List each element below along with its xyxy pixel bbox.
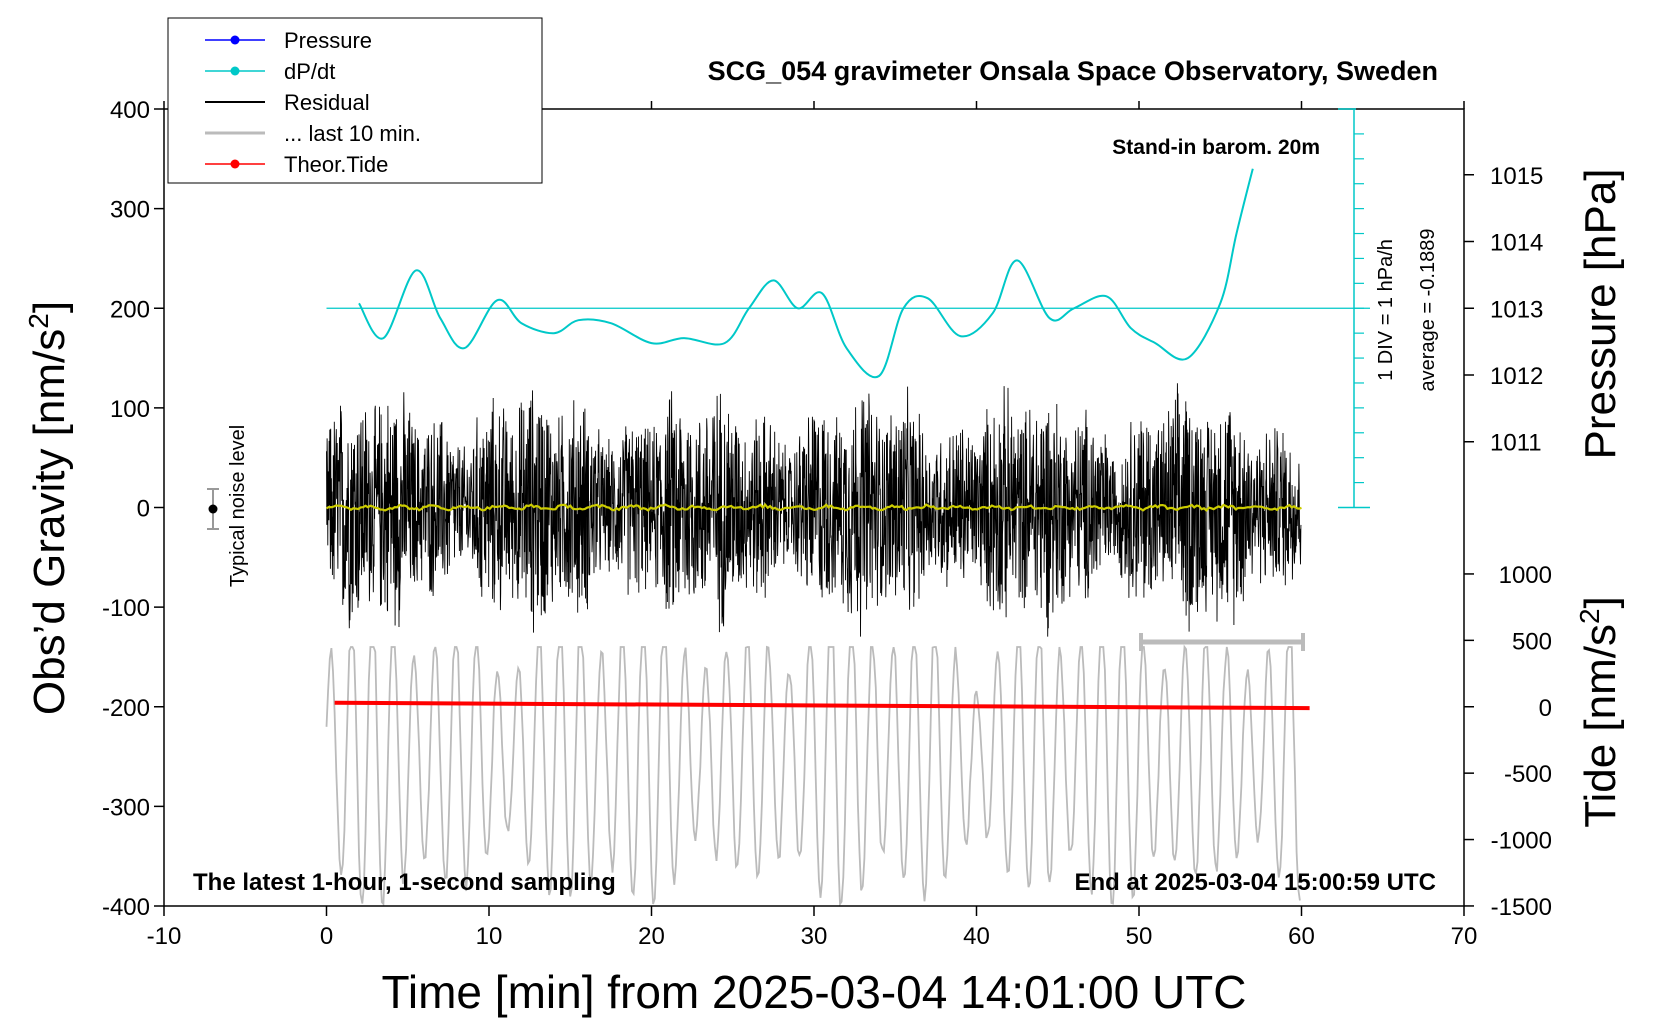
- x-tick-label: 30: [801, 923, 828, 950]
- y-tick-label: 0: [137, 496, 150, 523]
- y-axis-left-label: Obs’d Gravity [nm/s2]: [23, 301, 74, 715]
- x-axis-label: Time [min] from 2025-03-04 14:01:00 UTC: [382, 966, 1247, 1018]
- y-tick-label: 200: [110, 296, 150, 323]
- noise-level-marker: [207, 488, 219, 530]
- legend-marker: [230, 66, 240, 76]
- theoretical-tide-series: [334, 700, 1310, 711]
- tide-tick-label: -500: [1504, 761, 1552, 788]
- tide-tick-label: -1500: [1491, 894, 1552, 921]
- legend-marker: [230, 35, 240, 45]
- dpdt-scale-bar: [326, 108, 1370, 509]
- last-10min-line: [325, 644, 1301, 907]
- residual-series: [326, 383, 1302, 637]
- pressure-tick-label: 1011: [1490, 430, 1542, 457]
- pressure-axis-label: Pressure [hPa]: [1576, 168, 1625, 459]
- x-tick-label: 40: [963, 923, 990, 950]
- x-tick-label: 20: [638, 923, 665, 950]
- y-tick-label: 400: [110, 97, 150, 124]
- x-axis: -10 0 10 20 30 40 50 60 70: [147, 101, 1478, 950]
- legend-label: Pressure: [284, 28, 372, 53]
- y-tick-label: -200: [102, 695, 150, 722]
- tide-axis: 1000 500 0 -500 -1000 -1500: [1464, 562, 1552, 921]
- div-label: 1 DIV = 1 hPa/h: [1375, 239, 1397, 381]
- tide-axis-label: Tide [nm/s2]: [1574, 596, 1625, 828]
- legend-label: dP/dt: [284, 59, 335, 84]
- pressure-tick-label: 1012: [1490, 363, 1543, 390]
- legend: Pressure dP/dt Residual ... last 10 min. The…: [167, 17, 543, 184]
- y-tick-label: -100: [102, 595, 150, 622]
- x-tick-label: 10: [476, 923, 503, 950]
- dpdt-line: [358, 168, 1254, 379]
- x-tick-label: 70: [1451, 923, 1478, 950]
- y-tick-label: -300: [102, 794, 150, 821]
- tide-tick-label: -1000: [1491, 828, 1552, 855]
- smoothed-line: [325, 502, 1302, 512]
- theoretical-tide-line: [334, 700, 1310, 711]
- legend-label: Theor.Tide: [284, 152, 388, 177]
- x-tick-label: 60: [1288, 923, 1315, 950]
- standin-label: Stand-in barom. 20m: [1112, 136, 1320, 159]
- residual-line: [326, 383, 1302, 637]
- pressure-tick-label: 1015: [1490, 163, 1543, 190]
- average-label: average = -0.1889: [1417, 229, 1439, 392]
- tide-tick-label: 0: [1539, 695, 1552, 722]
- latest-label: The latest 1-hour, 1-second sampling: [193, 869, 616, 896]
- y-tick-label: 300: [110, 197, 150, 224]
- legend-label: ... last 10 min.: [284, 121, 421, 146]
- last-10min-series: [325, 644, 1301, 907]
- end-label: End at 2025-03-04 15:00:59 UTC: [1075, 869, 1437, 896]
- dpdt-series: [358, 168, 1254, 379]
- legend-label: Residual: [284, 90, 370, 115]
- pressure-tick-label: 1014: [1490, 230, 1543, 257]
- x-tick-label: 0: [320, 923, 333, 950]
- x-tick-label: 50: [1126, 923, 1153, 950]
- pressure-axis: 1015 1014 1013 1012 1011: [1464, 163, 1543, 457]
- x-tick-label: -10: [147, 923, 182, 950]
- tide-tick-label: 1000: [1499, 562, 1552, 589]
- legend-marker: [230, 159, 240, 169]
- noise-label: Typical noise level: [227, 425, 249, 587]
- smoothed-series: [325, 502, 1302, 512]
- y-axis-left: 400 300 200 100 0 -100 -200 -300 -400: [102, 97, 164, 921]
- pressure-tick-label: 1013: [1490, 296, 1543, 323]
- legend-box: [167, 17, 543, 184]
- y-tick-label: -400: [102, 894, 150, 921]
- chart-title: SCG_054 gravimeter Onsala Space Observat…: [708, 56, 1438, 86]
- y-tick-label: 100: [110, 396, 150, 423]
- last-10min-bar: [1139, 633, 1305, 651]
- tide-tick-label: 500: [1512, 628, 1552, 655]
